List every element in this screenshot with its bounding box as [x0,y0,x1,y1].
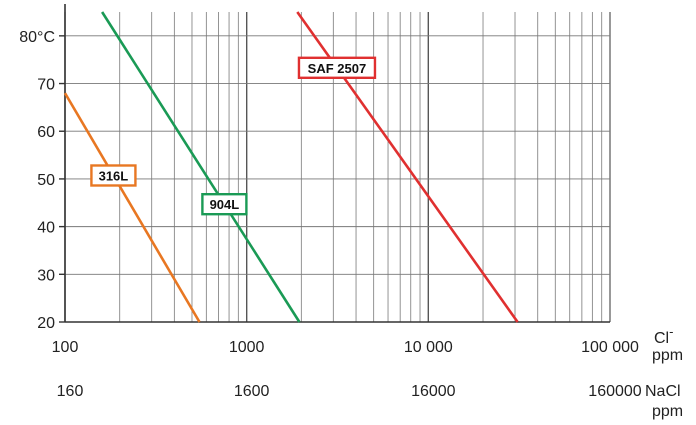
series-label-box [297,56,377,79]
secondary-x-tick-label: 1600 [234,383,270,400]
x-tick-label: 100 [52,339,79,356]
secondary-x-unit-sub: ppm [652,403,683,420]
series-label-text: 316L [99,168,129,183]
y-tick-label: 20 [37,315,55,332]
series-line-904l [101,11,301,323]
grid [59,4,611,323]
y-tick-label: 70 [37,77,55,94]
series-label-316l: 316L [90,164,137,187]
y-tick-label: 60 [37,124,55,141]
x-unit-label: Cl- [654,324,673,347]
y-axis-tick-labels: 20 30 40 50 60 70 80°C [19,29,55,332]
y-tick-label: 80°C [19,29,55,46]
secondary-x-tick-label: 160000 [588,383,641,400]
secondary-x-unit-label: NaCl [645,383,681,400]
x-tick-label: 10 000 [404,339,453,356]
series-label-box [201,192,248,216]
series-label-text: SAF 2507 [308,61,367,76]
y-tick-label: 50 [37,172,55,189]
series-label-text: 904L [210,197,240,212]
x-unit-sub: ppm [652,347,683,364]
x-tick-label: 1000 [229,339,265,356]
y-tick-label: 40 [37,220,55,237]
x-axis-tick-labels: 100 1000 10 000 100 000 [52,339,639,356]
secondary-x-tick-label: 160 [57,383,84,400]
y-tick-label: 30 [37,267,55,284]
x-tick-label: 100 000 [581,339,639,356]
secondary-x-tick-label: 16000 [411,383,456,400]
series-line-316l [63,92,201,323]
series-label-904l: 904L [201,192,248,216]
secondary-x-axis-tick-labels: 160 1600 16000 160000 [57,383,642,400]
series-label-box [90,164,137,187]
series-labels: 316L 904L SAF 2507 [90,56,377,216]
series-label-saf-2507: SAF 2507 [297,56,377,79]
